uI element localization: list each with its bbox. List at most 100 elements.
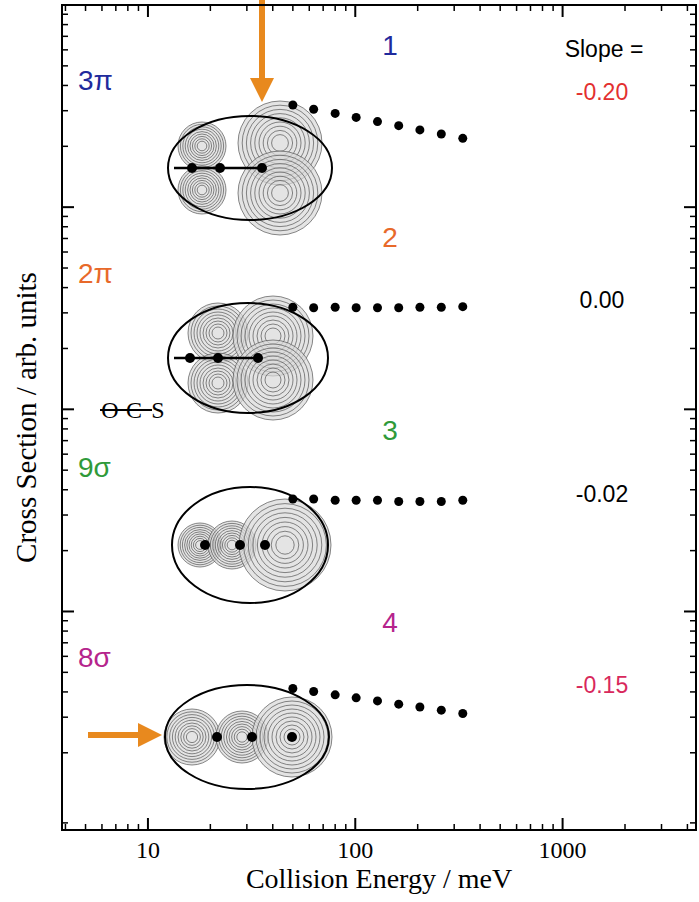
nucleus — [253, 353, 263, 363]
minor-tick — [345, 5, 347, 11]
x-tick — [147, 818, 149, 830]
data-point — [458, 134, 467, 143]
contour-line — [197, 141, 207, 151]
data-point — [394, 497, 403, 506]
minor-tick — [62, 287, 68, 289]
minor-tick — [552, 5, 554, 11]
plot-frame — [62, 5, 696, 830]
contour-line — [267, 527, 304, 564]
minor-tick — [62, 642, 68, 644]
minor-tick — [62, 251, 68, 253]
minor-tick — [661, 824, 663, 830]
contour-line — [188, 176, 217, 205]
minor-tick — [65, 824, 67, 830]
contour-line — [252, 697, 332, 777]
contour-line — [276, 721, 308, 753]
minor-tick — [62, 110, 68, 112]
minor-tick — [101, 5, 103, 11]
minor-tick — [62, 348, 68, 350]
series-number: 1 — [382, 30, 398, 61]
minor-tick — [690, 453, 696, 455]
data-point — [415, 303, 424, 312]
nucleus — [212, 732, 222, 742]
minor-tick — [690, 226, 696, 228]
arrow — [259, 0, 265, 80]
contour-line — [271, 531, 299, 559]
contour-line — [178, 122, 226, 170]
orbital-pictures — [88, 0, 332, 789]
contour-line — [178, 723, 206, 751]
minor-tick — [62, 216, 68, 218]
contour-line — [188, 132, 217, 161]
contour-line — [259, 172, 301, 214]
contour-line — [265, 372, 281, 388]
nucleus — [235, 540, 245, 550]
data-point — [309, 105, 318, 114]
minor-tick — [345, 824, 347, 830]
data-point — [373, 117, 382, 126]
series-number: 4 — [382, 607, 398, 638]
arrow — [88, 732, 140, 738]
y-tick — [62, 610, 74, 612]
series-number: 3 — [382, 415, 398, 446]
minor-tick — [101, 824, 103, 830]
minor-tick — [62, 36, 68, 38]
minor-tick — [542, 5, 544, 11]
contour-line — [248, 508, 322, 582]
contour-line — [212, 327, 224, 339]
nucleus — [247, 732, 257, 742]
atom-label: S — [151, 397, 164, 423]
y-tick — [684, 206, 696, 208]
contour-line — [172, 717, 211, 756]
minor-tick — [334, 5, 336, 11]
minor-tick — [246, 5, 248, 11]
minor-tick — [690, 672, 696, 674]
orbital-outline — [168, 303, 328, 413]
contour-line — [284, 729, 300, 745]
contour-line — [197, 312, 239, 354]
minor-tick — [62, 550, 68, 552]
minor-tick — [690, 65, 696, 67]
contour-line — [209, 324, 227, 342]
minor-tick — [65, 5, 67, 11]
nucleus — [260, 540, 270, 550]
minor-tick — [690, 428, 696, 430]
nucleus — [187, 163, 197, 173]
minor-tick — [687, 5, 689, 11]
contour-line — [244, 504, 327, 587]
minor-tick — [62, 226, 68, 228]
annotation: Slope = — [565, 36, 644, 62]
minor-tick — [690, 620, 696, 622]
nucleus — [287, 732, 297, 742]
contour-line — [192, 136, 211, 155]
minor-tick — [292, 824, 294, 830]
orbital-outline — [165, 685, 329, 789]
contour-line — [253, 513, 317, 577]
orbital-label: 9σ — [78, 452, 111, 483]
y-axis-title: Cross Section / arb. units — [10, 272, 42, 563]
contour-line — [239, 499, 331, 591]
minor-tick — [62, 453, 68, 455]
minor-tick — [690, 267, 696, 269]
contour-line — [276, 536, 294, 554]
contour-line — [175, 720, 209, 754]
data-point — [373, 696, 382, 705]
minor-tick — [62, 312, 68, 314]
minor-tick — [690, 348, 696, 350]
contour-line — [253, 360, 293, 400]
x-tick — [562, 5, 564, 17]
minor-tick — [62, 630, 68, 632]
contour-line — [263, 176, 297, 210]
contour-line — [212, 377, 224, 389]
orbital-label: 3π — [78, 65, 113, 96]
x-tick — [147, 5, 149, 17]
minor-tick — [479, 5, 481, 11]
contour-line — [261, 368, 285, 392]
contour-line — [280, 725, 304, 749]
chart: OCS101001000Collision Energy / meVCross … — [0, 0, 699, 902]
minor-tick — [552, 824, 554, 830]
contour-line — [209, 374, 227, 392]
minor-tick — [417, 5, 419, 11]
minor-tick — [687, 824, 689, 830]
contour-line — [245, 352, 301, 408]
